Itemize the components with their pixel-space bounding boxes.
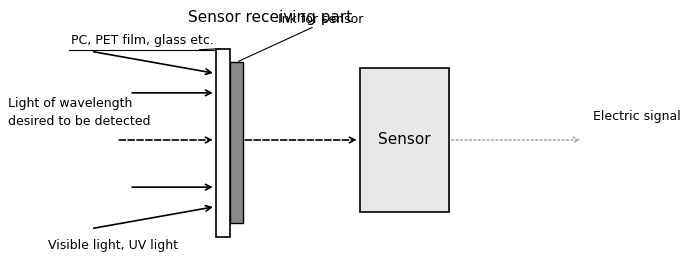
Text: Visible light, UV light: Visible light, UV light <box>48 239 178 252</box>
Bar <box>359 68 449 212</box>
Text: Light of wavelength
desired to be detected: Light of wavelength desired to be detect… <box>8 97 150 128</box>
Text: Sensor: Sensor <box>378 132 431 148</box>
Bar <box>216 48 230 237</box>
Text: PC, PET film, glass etc.: PC, PET film, glass etc. <box>70 34 213 47</box>
Text: Electric signal: Electric signal <box>593 110 681 123</box>
Text: Sensor receiving part: Sensor receiving part <box>188 10 352 25</box>
Bar <box>230 62 242 223</box>
Text: Ink for sensor: Ink for sensor <box>279 13 364 26</box>
